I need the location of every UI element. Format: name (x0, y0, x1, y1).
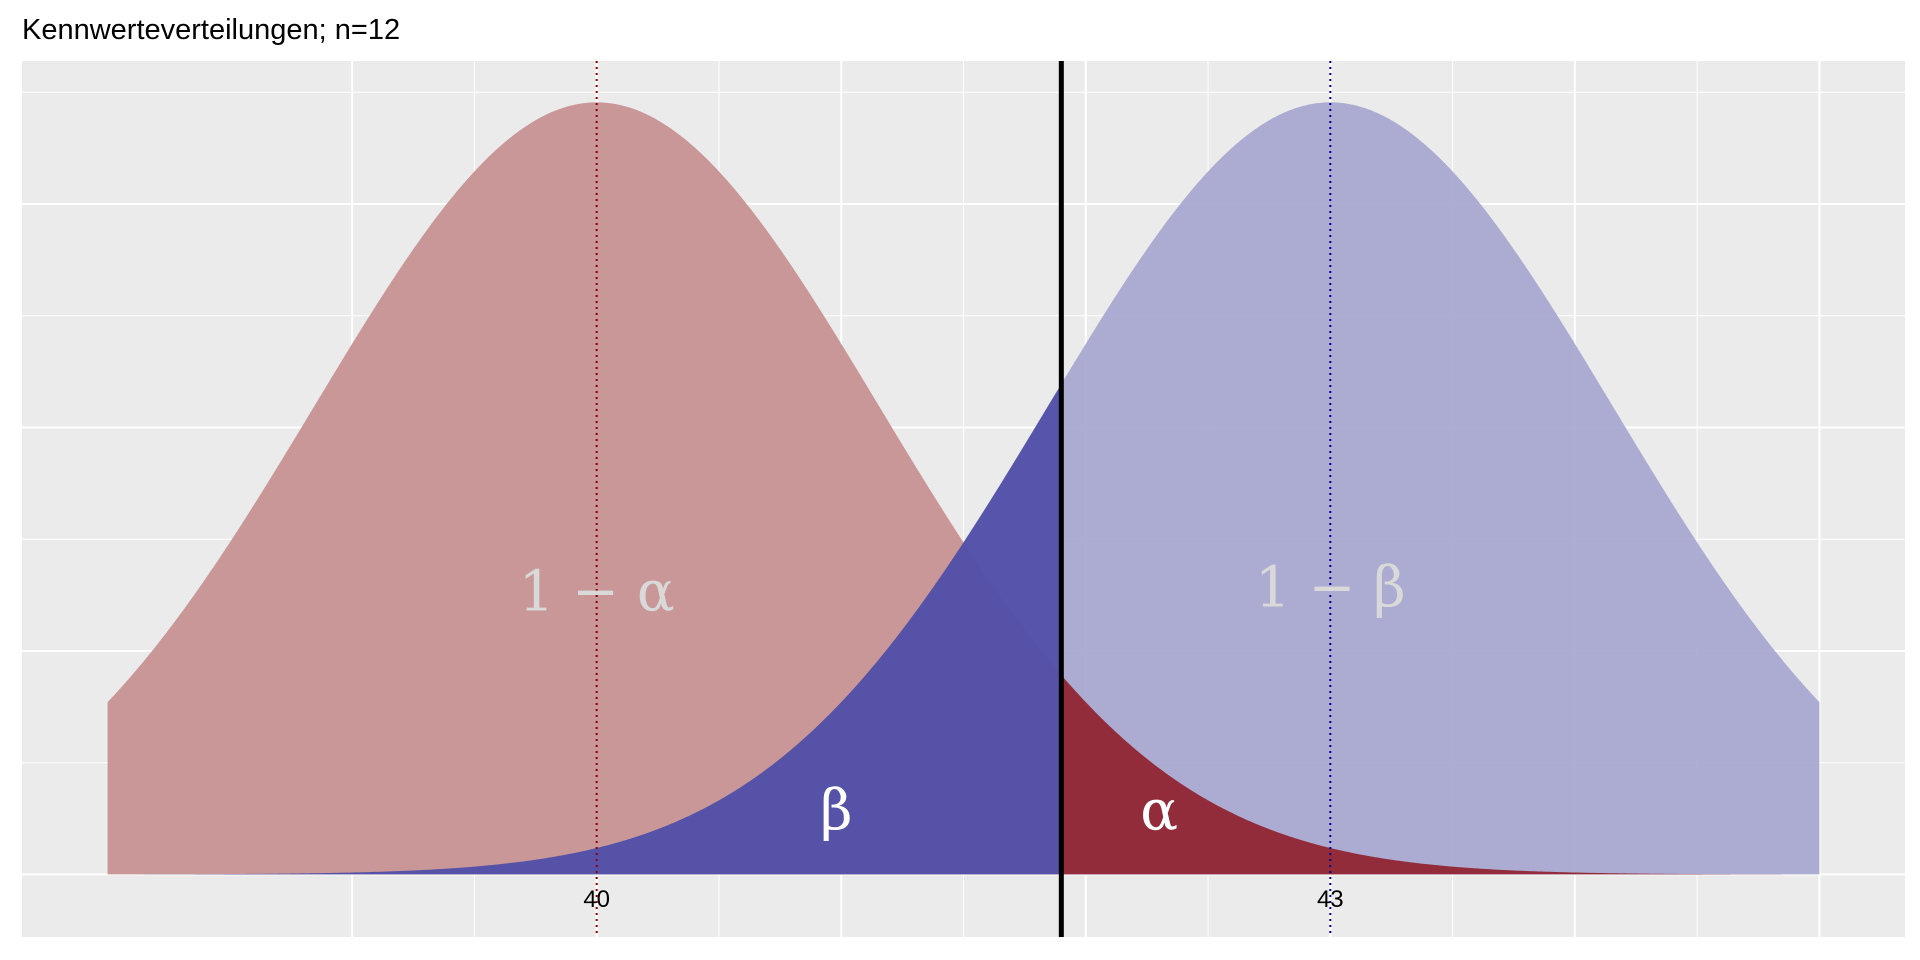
x-tick-label: 43 (1317, 886, 1344, 913)
area-label: β (820, 779, 852, 844)
x-tick-label: 40 (583, 886, 610, 913)
area-beta (107, 383, 1062, 875)
chart-title: Kennwerteverteilungen; n=12 (22, 14, 401, 46)
area-label: 1 − α (519, 560, 675, 625)
area-1-minus-alpha (107, 102, 1062, 875)
area-alpha (1061, 675, 1820, 875)
area-label: α (1140, 779, 1178, 844)
area-label: 1 − β (1255, 555, 1406, 620)
area-1-minus-beta (1061, 102, 1820, 875)
